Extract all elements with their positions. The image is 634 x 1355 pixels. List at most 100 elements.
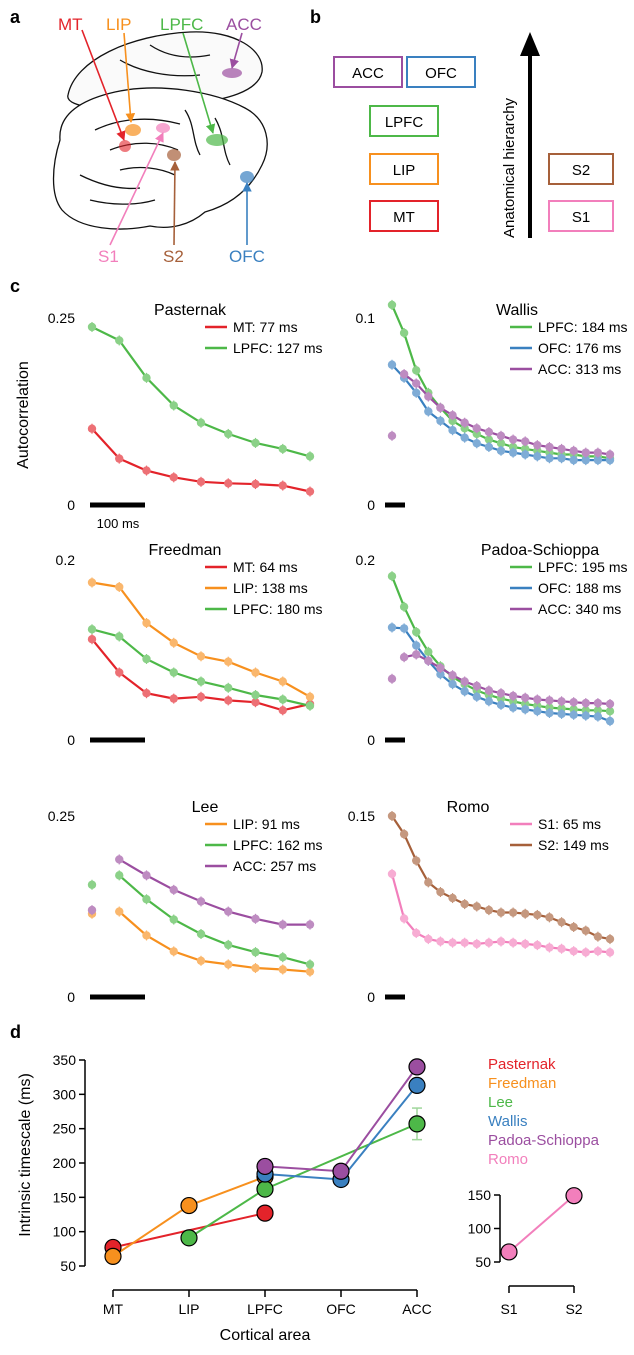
data-point-acc	[605, 450, 615, 459]
ytick-label: 200	[53, 1155, 77, 1171]
data-point-lpfc	[605, 707, 615, 716]
fit-curve-s2	[391, 815, 611, 941]
ytick-label: 0	[367, 732, 375, 748]
ytick-label: 0.1	[356, 310, 376, 326]
arrow-acc	[229, 32, 243, 69]
fit-curve-acc	[118, 858, 310, 926]
data-point-s1	[593, 946, 603, 956]
data-point-mt	[224, 696, 233, 705]
data-point-s1	[569, 946, 578, 956]
data-point-lpfc	[251, 947, 260, 957]
data-point-s1	[399, 914, 409, 923]
data-point-ofc	[387, 360, 397, 369]
box-s1	[548, 200, 614, 232]
box-ofc	[406, 56, 476, 88]
arrow-lpfc	[182, 32, 216, 134]
fit-curve-lpfc	[118, 874, 311, 966]
data-point-s2	[545, 913, 554, 922]
data-point-acc	[581, 448, 590, 457]
label-acc: ACC	[226, 15, 262, 34]
panel-letter-d: d	[10, 1022, 21, 1042]
data-point-acc	[508, 435, 518, 444]
legend-entry: Freedman	[488, 1075, 556, 1092]
data-point-ofc	[448, 680, 457, 689]
inset-xtick-label: S2	[565, 1301, 582, 1317]
data-point-ofc	[460, 433, 469, 442]
data-point-acc	[460, 418, 469, 427]
data-point-lip	[224, 657, 233, 666]
data-point-acc	[115, 855, 124, 864]
data-point-lip	[115, 582, 124, 592]
data-point-s2	[424, 878, 433, 887]
xtick-label: LPFC	[247, 1301, 283, 1317]
data-point-ofc	[581, 455, 590, 465]
panel-title: Wallis	[496, 302, 538, 319]
data-point-lpfc	[115, 336, 124, 345]
data-point-lpfc	[169, 668, 178, 677]
data-point-ofc	[533, 452, 542, 461]
data-point-s2	[387, 811, 397, 821]
data-point-acc	[436, 403, 445, 412]
panel-title: Freedman	[149, 542, 222, 559]
data-point-lpfc	[412, 627, 421, 637]
data-point-lpfc	[224, 683, 233, 692]
panel-a: a MT LIP LPF	[10, 7, 268, 266]
panel-freedman: 0.2 0 Freedman MT: 64 ms LIP: 138 ms LPFC: 18…	[56, 542, 323, 748]
fit-curve-lip	[118, 910, 311, 973]
area-lip-blob	[125, 124, 141, 136]
data-point-acc	[399, 653, 409, 662]
legend-entry: Wallis	[488, 1113, 527, 1130]
data-point-mt	[251, 698, 260, 707]
data-point-mt	[278, 706, 287, 715]
data-point-lip	[196, 956, 206, 965]
panel-c: c Autocorrelation 100 ms 0.25 0 Pasternak M…	[10, 276, 627, 1005]
inset-data-point	[500, 1243, 518, 1261]
data-point-mt	[115, 668, 124, 677]
data-point-lpfc	[387, 300, 397, 310]
data-point-ofc	[521, 450, 530, 459]
data-point-mt	[87, 635, 97, 644]
panel-b: b ACC OFC LPFC LIP MT S2 S1 Anatomical h…	[310, 7, 614, 238]
data-point-acc	[448, 671, 457, 680]
data-point-mt	[196, 692, 206, 701]
data-point-s1	[605, 948, 615, 957]
legend-entry: MT: 64 ms	[233, 559, 298, 575]
box-acc-label: ACC	[352, 65, 384, 82]
legend-entry: MT: 77 ms	[233, 319, 298, 335]
data-point-acc	[169, 885, 178, 895]
data-point-ofc	[472, 692, 481, 701]
area-mt-blob	[119, 140, 131, 152]
arrow-s1	[109, 132, 164, 246]
data-point-lip	[169, 638, 178, 647]
data-point-lpfc	[169, 915, 178, 924]
data-point-ofc	[496, 700, 506, 710]
xtick-label: LIP	[178, 1301, 199, 1317]
data-point	[104, 1247, 122, 1265]
data-point-lpfc	[399, 328, 409, 338]
data-point-s1	[496, 937, 506, 946]
data-point-mt	[305, 487, 315, 496]
data-point-acc	[593, 448, 603, 457]
arrow-mt	[81, 29, 126, 141]
data-point-ofc	[448, 426, 457, 435]
data-point-ofc	[605, 716, 615, 726]
panel-title: Romo	[447, 799, 490, 816]
data-point-s1	[460, 938, 469, 947]
data-point-s1	[436, 937, 445, 946]
data-point-ofc	[436, 670, 445, 679]
data-point-ofc	[569, 710, 578, 719]
data-point-acc	[508, 691, 518, 701]
data-point-acc	[545, 442, 554, 452]
data-point-acc	[496, 689, 506, 698]
inset-data-point	[565, 1187, 583, 1205]
data-point-acc	[387, 674, 397, 683]
legend-entry: S1: 65 ms	[538, 816, 601, 832]
data-point-s1	[387, 869, 397, 879]
timescale-chart: 350 300 250 200 150 100 50 MT LIP LPFC OFC ACC	[53, 1052, 432, 1317]
data-point	[180, 1196, 198, 1215]
panel-letter-a: a	[10, 7, 21, 27]
data-point-mt	[115, 454, 124, 463]
panel-letter-c: c	[10, 276, 20, 296]
dataset-legend: Pasternak Freedman Lee Wallis Padoa-Schioppa…	[488, 1056, 600, 1168]
inset-series-line	[508, 1194, 575, 1253]
